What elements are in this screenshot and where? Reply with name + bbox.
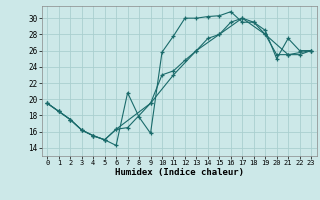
X-axis label: Humidex (Indice chaleur): Humidex (Indice chaleur) [115, 168, 244, 177]
